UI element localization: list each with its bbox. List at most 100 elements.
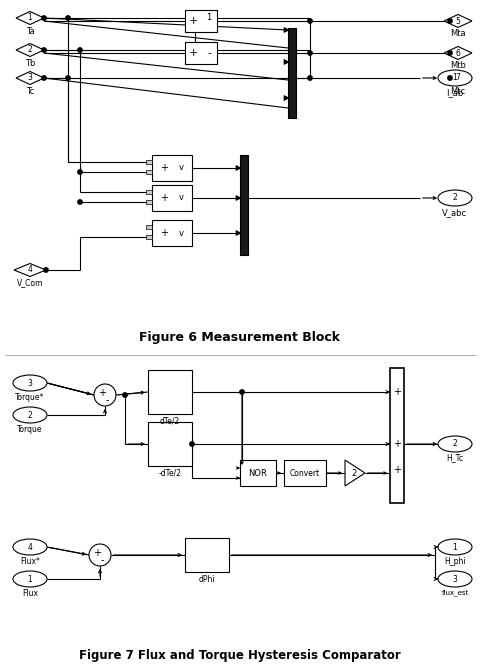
Circle shape [447,75,451,80]
Text: 4: 4 [27,542,32,552]
Polygon shape [14,263,46,277]
Text: NOR: NOR [248,468,267,478]
FancyBboxPatch shape [283,460,325,486]
Polygon shape [236,166,240,170]
Circle shape [240,390,244,394]
FancyBboxPatch shape [240,460,276,486]
Circle shape [122,393,127,397]
Text: v: v [178,164,183,172]
Circle shape [44,268,48,272]
Ellipse shape [13,375,47,391]
Text: 4: 4 [27,265,32,275]
Text: dTe/2: dTe/2 [159,417,180,426]
Text: Mta: Mta [449,29,465,39]
Text: V_Com: V_Com [17,279,43,287]
FancyBboxPatch shape [146,190,152,194]
Polygon shape [236,196,240,200]
FancyBboxPatch shape [288,28,295,118]
Polygon shape [443,71,471,84]
Text: I_ab: I_ab [445,88,463,98]
Text: Ta: Ta [25,27,34,35]
Text: 1: 1 [206,13,211,21]
Text: Torque: Torque [17,424,43,434]
Text: 3: 3 [452,574,456,584]
Ellipse shape [13,539,47,555]
Text: flux_est: flux_est [441,590,468,597]
Polygon shape [344,460,364,486]
Text: 1: 1 [452,542,456,552]
Text: +: + [160,228,168,238]
FancyBboxPatch shape [185,42,216,64]
Text: 3: 3 [27,73,32,83]
Text: dPhi: dPhi [198,574,215,584]
Text: 3: 3 [27,379,32,387]
Text: 7: 7 [455,73,459,83]
Text: +: + [93,548,101,558]
Text: v: v [178,194,183,202]
Circle shape [447,51,451,55]
Text: Figure 7 Flux and Torque Hysteresis Comparator: Figure 7 Flux and Torque Hysteresis Comp… [79,649,400,661]
Text: -: - [100,555,104,565]
Text: Torque*: Torque* [15,393,45,401]
FancyBboxPatch shape [146,170,152,174]
Polygon shape [283,27,288,33]
FancyBboxPatch shape [148,370,192,414]
FancyBboxPatch shape [152,220,192,246]
Text: Figure 6 Measurement Block: Figure 6 Measurement Block [139,331,340,345]
Circle shape [78,170,82,174]
Text: +: + [160,193,168,203]
Circle shape [89,544,111,566]
Text: 2: 2 [27,45,32,55]
Polygon shape [16,71,44,84]
Text: Mtc: Mtc [449,86,465,96]
Text: H_Tc: H_Tc [445,454,463,462]
FancyBboxPatch shape [152,185,192,211]
Text: 2: 2 [452,194,456,202]
FancyBboxPatch shape [146,200,152,204]
Text: Convert: Convert [289,468,320,478]
Circle shape [42,48,46,52]
FancyBboxPatch shape [148,422,192,466]
Text: 1: 1 [27,13,32,23]
Text: Mtb: Mtb [449,61,465,71]
Polygon shape [236,230,240,236]
Ellipse shape [437,70,471,86]
Text: H_phi: H_phi [443,556,465,566]
Circle shape [42,75,46,80]
Text: 1: 1 [27,574,32,584]
FancyBboxPatch shape [146,160,152,164]
Text: 1: 1 [452,73,456,83]
Circle shape [66,16,70,20]
Text: Tc: Tc [26,86,34,96]
FancyBboxPatch shape [185,10,216,32]
Ellipse shape [437,539,471,555]
Text: +: + [98,388,106,398]
Text: 2: 2 [452,440,456,448]
Text: v: v [178,228,183,238]
Circle shape [307,19,312,23]
Text: Flux*: Flux* [20,556,40,566]
Text: +: + [160,163,168,173]
FancyBboxPatch shape [146,225,152,229]
Ellipse shape [437,436,471,452]
Circle shape [307,51,312,55]
Text: +: + [188,48,197,58]
Circle shape [447,19,451,23]
Polygon shape [443,15,471,27]
Circle shape [42,16,46,20]
FancyBboxPatch shape [389,368,403,503]
Text: +: + [392,439,400,449]
Circle shape [307,75,312,80]
Polygon shape [443,47,471,59]
Ellipse shape [13,407,47,423]
Ellipse shape [13,571,47,587]
FancyBboxPatch shape [240,155,248,255]
Text: Tb: Tb [25,59,35,67]
Circle shape [66,75,70,80]
Text: +: + [392,387,400,397]
Text: +: + [392,465,400,475]
Polygon shape [283,59,288,65]
FancyBboxPatch shape [185,538,228,572]
Polygon shape [16,43,44,57]
Text: -dTe/2: -dTe/2 [158,468,181,478]
